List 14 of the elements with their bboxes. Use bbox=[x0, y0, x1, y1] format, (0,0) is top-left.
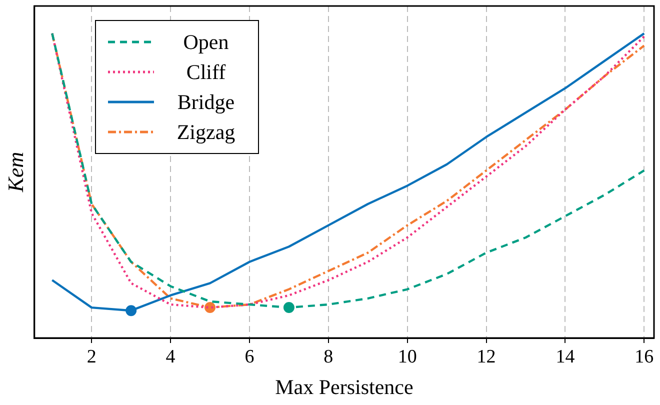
y-axis-title: Kem bbox=[2, 152, 28, 194]
x-axis-title: Max Persistence bbox=[275, 374, 414, 399]
legend-label: Zigzag bbox=[176, 119, 236, 146]
legend-label: Bridge bbox=[176, 89, 236, 116]
x-tick-label: 4 bbox=[166, 346, 176, 368]
x-tick-label: 14 bbox=[556, 346, 576, 368]
x-tick-label: 12 bbox=[476, 346, 496, 368]
x-tick-label: 10 bbox=[398, 346, 417, 368]
x-tick-label: 16 bbox=[634, 346, 654, 368]
x-tick-label: 6 bbox=[244, 346, 254, 368]
legend-label: Open bbox=[182, 29, 230, 56]
x-tick-label: 2 bbox=[86, 346, 96, 368]
x-tick-label: 8 bbox=[324, 346, 334, 368]
legend-label: Cliff bbox=[185, 59, 227, 86]
